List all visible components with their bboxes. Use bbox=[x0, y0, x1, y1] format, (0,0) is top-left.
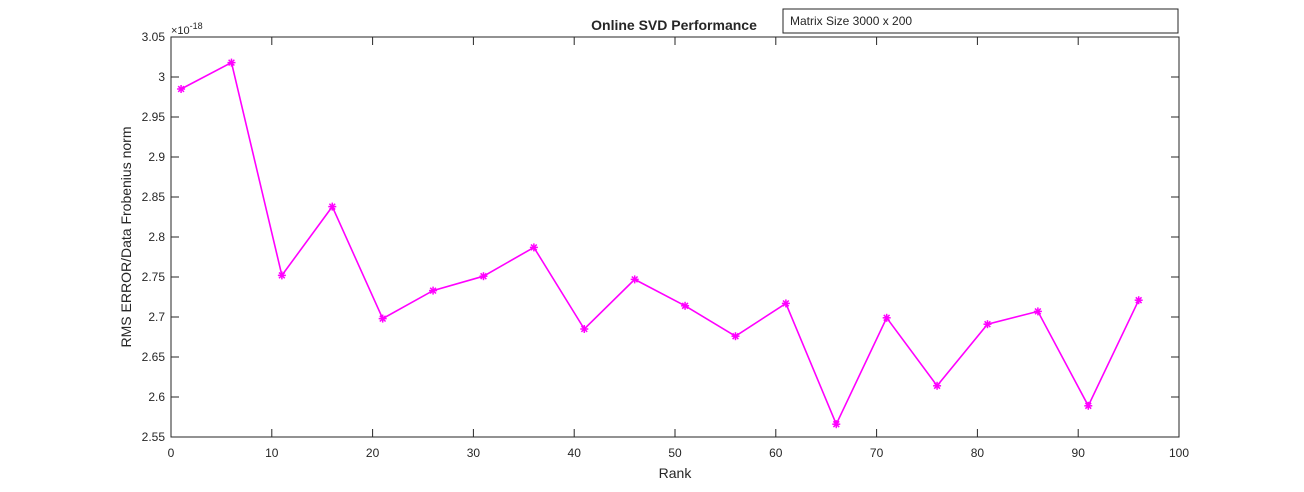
data-point bbox=[1134, 296, 1143, 305]
y-axis-label: RMS ERROR/Data Frobenius norm bbox=[118, 127, 134, 348]
x-tick-label: 30 bbox=[467, 446, 481, 460]
data-point bbox=[328, 202, 337, 211]
x-tick-label: 40 bbox=[568, 446, 582, 460]
data-point bbox=[1084, 401, 1093, 410]
data-point bbox=[378, 314, 387, 323]
x-tick-label: 10 bbox=[265, 446, 279, 460]
x-axis-label: Rank bbox=[659, 465, 693, 481]
data-point bbox=[933, 381, 942, 390]
data-point bbox=[882, 313, 891, 322]
data-point bbox=[580, 325, 589, 333]
data-point bbox=[731, 332, 740, 341]
y-tick-label: 2.8 bbox=[148, 230, 165, 244]
series-line bbox=[180, 61, 1140, 427]
plot-area bbox=[170, 36, 1180, 438]
data-point bbox=[681, 301, 690, 310]
legend: Matrix Size 3000 x 200 bbox=[782, 8, 1179, 34]
y-tick-label: 3.05 bbox=[142, 30, 166, 44]
legend-entry: Matrix Size 3000 x 200 bbox=[790, 14, 912, 28]
data-point bbox=[1033, 307, 1042, 316]
data-point bbox=[529, 243, 538, 252]
x-tick-label: 80 bbox=[971, 446, 985, 460]
data-point bbox=[479, 272, 488, 281]
series-layer bbox=[177, 58, 1143, 429]
x-tick-label: 60 bbox=[769, 446, 783, 460]
data-point bbox=[630, 275, 639, 284]
x-tick-label: 20 bbox=[366, 446, 380, 460]
legend-box bbox=[782, 8, 1179, 34]
y-tick-label: 2.6 bbox=[148, 390, 165, 404]
y-tick-label: 2.65 bbox=[142, 350, 166, 364]
y-exponent-base: ×10 bbox=[171, 25, 190, 37]
x-axis: 0 10 20 30 40 50 60 70 80 90 100 bbox=[168, 37, 1189, 460]
y-tick-label: 2.9 bbox=[148, 150, 165, 164]
x-tick-label: 0 bbox=[168, 446, 175, 460]
data-point bbox=[781, 299, 790, 308]
data-point bbox=[983, 320, 992, 329]
y-tick-label: 2.7 bbox=[148, 310, 165, 324]
y-exponent-power: -18 bbox=[190, 21, 203, 31]
x-tick-label: 90 bbox=[1072, 446, 1086, 460]
y-tick-label: 2.95 bbox=[142, 110, 166, 124]
y-tick-label: 3 bbox=[158, 70, 165, 84]
x-tick-label: 50 bbox=[668, 446, 682, 460]
y-tick-label: 2.75 bbox=[142, 270, 166, 284]
y-axis: 2.55 2.6 2.65 2.7 2.75 2.8 2.85 2.9 2.95 3 3.05 bbox=[142, 30, 1179, 444]
data-point bbox=[277, 271, 286, 280]
data-point bbox=[177, 85, 186, 93]
data-point bbox=[429, 286, 438, 295]
data-point bbox=[832, 420, 841, 429]
chart-title: Online SVD Performance bbox=[591, 17, 757, 33]
y-exponent-label: ×10-18 bbox=[171, 21, 203, 37]
x-tick-label: 70 bbox=[870, 446, 884, 460]
x-tick-label: 100 bbox=[1169, 446, 1189, 460]
y-tick-label: 2.85 bbox=[142, 190, 166, 204]
data-point bbox=[227, 58, 236, 67]
y-tick-label: 2.55 bbox=[142, 430, 166, 444]
